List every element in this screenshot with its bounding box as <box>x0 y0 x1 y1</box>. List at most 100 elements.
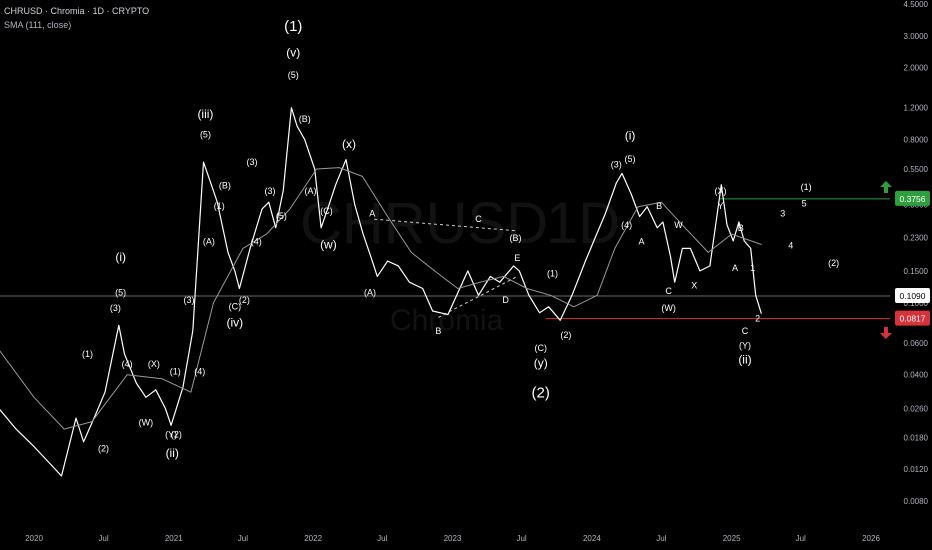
wave-label: 4 <box>788 240 793 250</box>
x-axis[interactable]: 2020 Jul 2021 Jul 2022 Jul 2023 Jul 2024 Jul 2025 J… <box>25 534 880 543</box>
x-tick-label: 2023 <box>444 534 462 543</box>
wave-label: A <box>369 209 375 219</box>
watermark-name: Chromia <box>390 304 504 337</box>
wave-label: C <box>742 326 749 336</box>
wave-label: (2) <box>171 429 182 439</box>
wave-label: (1) <box>214 201 225 211</box>
indicator-label: SMA (111, close) <box>4 20 72 30</box>
wave-label: A <box>639 237 645 247</box>
wave-label: (C) <box>534 343 547 353</box>
wave-label: (3) <box>611 160 622 170</box>
wave-label: (A) <box>203 237 215 247</box>
y-tick-label: 0.0080 <box>904 497 929 506</box>
price-line <box>0 107 762 477</box>
wave-label: B <box>435 326 441 336</box>
wave-label: (1) <box>170 367 181 377</box>
sma-line <box>0 167 762 430</box>
wave-label: (4) <box>122 359 133 369</box>
x-tick-label: 2020 <box>25 534 43 543</box>
y-tick-label: 0.0120 <box>904 465 929 474</box>
wave-label: 2 <box>755 313 760 323</box>
wave-label: C <box>665 286 672 296</box>
current-price-tag-bg <box>895 288 930 304</box>
wave-label: (W) <box>139 417 154 427</box>
wave-label: (i) <box>115 250 126 264</box>
x-tick-label: Jul <box>656 534 666 543</box>
wave-label: (4) <box>621 220 632 230</box>
target-price-tag-label: 0.3756 <box>900 194 926 204</box>
wave-label: (X) <box>715 186 727 196</box>
stop-arrow-icon <box>880 327 892 339</box>
y-tick-label: 0.0180 <box>904 433 929 442</box>
wave-label: (5) <box>625 154 636 164</box>
y-tick-label: 4.5000 <box>904 0 929 9</box>
y-tick-label: 0.5500 <box>904 165 929 174</box>
wave-label: (5) <box>276 211 287 221</box>
stop-price-tag-bg <box>895 310 930 326</box>
wave-label: (C) <box>320 206 333 216</box>
wave-label: (A) <box>304 186 316 196</box>
x-tick-label: 2021 <box>165 534 183 543</box>
wave-label: (5) <box>288 70 299 80</box>
wave-label: (1) <box>284 18 302 35</box>
triangle-pattern <box>374 218 518 318</box>
wave-label: 1 <box>750 263 755 273</box>
wave-label: C <box>475 214 482 224</box>
wave-label: (B) <box>299 114 311 124</box>
wave-label: (1) <box>547 268 558 278</box>
price-tags: 0.1090 0.3756 0.0817 <box>880 181 930 339</box>
wave-label: (2) <box>532 384 550 401</box>
wave-label: A <box>732 263 738 273</box>
x-tick-label: 2026 <box>862 534 880 543</box>
wave-label: (3) <box>247 157 258 167</box>
wave-label: (X) <box>148 359 160 369</box>
wave-label: (5) <box>200 130 211 140</box>
wave-label: (Y) <box>739 340 751 350</box>
wave-label: (W) <box>661 303 676 313</box>
wave-label: (B) <box>510 233 522 243</box>
y-tick-label: 2.0000 <box>904 64 929 73</box>
level-lines <box>0 198 890 320</box>
wave-label: (4) <box>251 237 262 247</box>
wave-label: E <box>514 253 520 263</box>
y-tick-label: 0.1500 <box>904 267 929 276</box>
wave-label: 3 <box>780 209 785 219</box>
wave-label: (2) <box>828 258 839 268</box>
target-price-tag: 0.3756 <box>895 190 930 206</box>
wave-label: (1) <box>801 182 812 192</box>
target-arrow-icon <box>880 181 892 193</box>
wave-label: B <box>656 201 662 211</box>
wave-label: (x) <box>342 137 356 151</box>
wave-label: (3) <box>184 295 195 305</box>
current-price-tag: 0.1090 <box>895 288 930 304</box>
chart-series <box>0 107 762 477</box>
x-tick-label: Jul <box>238 534 248 543</box>
wave-label: (y) <box>534 356 548 370</box>
wave-label: (2) <box>560 330 571 340</box>
wave-label: (ii) <box>166 446 179 460</box>
y-tick-label: 0.0260 <box>904 404 929 413</box>
wave-label: (1) <box>82 349 93 359</box>
target-price-tag-bg <box>895 190 930 206</box>
stop-price-tag-label: 0.0817 <box>900 314 926 324</box>
wave-label: X <box>691 280 697 290</box>
y-tick-label: 0.8000 <box>904 136 929 145</box>
wave-label: (B) <box>219 180 231 190</box>
wave-labels: (1)(v)(5)(iii)(5)(3)(B)(x)(1)(B)(A)(3)(5… <box>82 18 839 460</box>
y-tick-label: 0.0400 <box>904 371 929 380</box>
current-price-tag-label: 0.1090 <box>900 291 926 301</box>
x-tick-label: Jul <box>796 534 806 543</box>
wave-label: (2) <box>239 295 250 305</box>
wave-label: (2) <box>98 444 109 454</box>
wave-label: (w) <box>320 237 337 251</box>
chart-title: CHRUSD · Chromia · 1D · CRYPTO <box>4 6 150 16</box>
x-tick-label: Jul <box>516 534 526 543</box>
x-tick-label: Jul <box>377 534 387 543</box>
wave-label: (Y) <box>165 429 177 439</box>
x-tick-label: 2022 <box>304 534 322 543</box>
triangle-lower-line <box>438 275 518 318</box>
wave-label: (4) <box>194 367 205 377</box>
wave-label: (v) <box>286 46 300 60</box>
x-tick-label: 2024 <box>583 534 601 543</box>
